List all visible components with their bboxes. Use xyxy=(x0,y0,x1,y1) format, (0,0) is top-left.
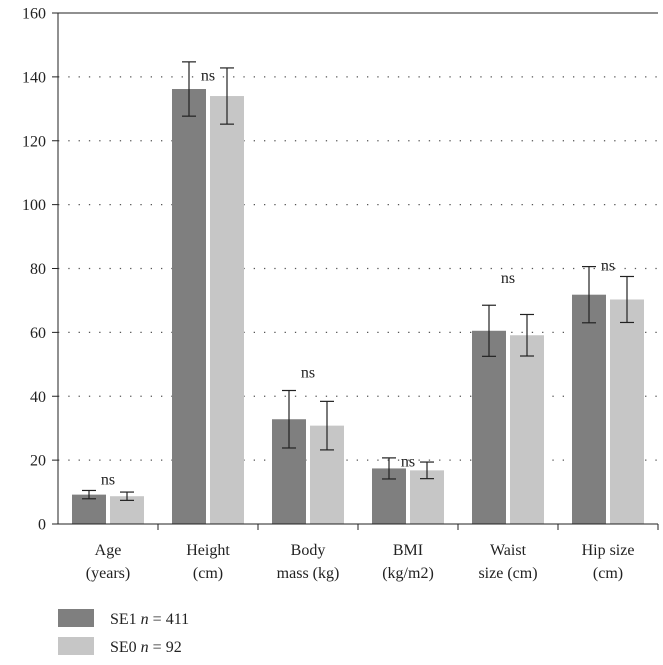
bar xyxy=(210,96,244,524)
significance-label: ns xyxy=(201,67,215,84)
y-tick-label: 160 xyxy=(22,6,46,23)
bar xyxy=(472,330,506,524)
category-label-line: (kg/m2) xyxy=(382,565,434,582)
significance-label: ns xyxy=(501,270,515,287)
significance-label: ns xyxy=(301,364,315,381)
legend-swatch xyxy=(58,609,94,627)
category-label-line: (cm) xyxy=(593,565,623,582)
category-label-line: Height xyxy=(186,542,230,559)
significance-label: ns xyxy=(101,471,115,488)
significance-labels: ns ns ns ns ns ns xyxy=(101,67,615,488)
category-label: Waist size (cm) xyxy=(478,542,537,582)
bar xyxy=(410,470,444,524)
legend-prefix: SE0 xyxy=(110,639,141,656)
category-label-line: (years) xyxy=(86,565,130,582)
legend-n-value: = 92 xyxy=(149,639,182,656)
y-tick-label: 20 xyxy=(30,453,46,470)
legend-n-symbol: n xyxy=(141,639,149,656)
y-tick-label: 140 xyxy=(22,69,46,86)
category-label-line: mass (kg) xyxy=(277,565,340,582)
category-label: Hip size (cm) xyxy=(582,542,635,582)
axes xyxy=(52,12,659,530)
y-tick-label: 40 xyxy=(30,389,46,406)
category-label: Body mass (kg) xyxy=(277,542,340,582)
category-label-line: Age xyxy=(95,542,122,559)
bar xyxy=(172,89,206,524)
category-label: Height (cm) xyxy=(186,542,230,582)
error-bars xyxy=(82,61,634,501)
legend-n-symbol: n xyxy=(141,611,149,628)
y-tick-label: 60 xyxy=(30,325,46,342)
bar xyxy=(572,294,606,524)
bar xyxy=(610,299,644,524)
significance-label: ns xyxy=(601,257,615,274)
grid-lines xyxy=(58,76,658,461)
y-tick-label: 80 xyxy=(30,261,46,278)
category-label-line: Waist xyxy=(490,542,527,559)
legend-label: SE1 n = 411 xyxy=(110,611,189,628)
category-label-line: (cm) xyxy=(193,565,223,582)
legend-n-value: = 411 xyxy=(149,611,189,628)
legend-label: SE0 n = 92 xyxy=(110,639,182,656)
category-labels: Age (years) Height (cm) Body mass (kg) BMI (kg/… xyxy=(86,542,635,582)
category-label: BMI (kg/m2) xyxy=(382,542,434,582)
category-label-line: size (cm) xyxy=(478,565,537,582)
legend-swatch xyxy=(58,637,94,655)
significance-label: ns xyxy=(401,454,415,471)
category-label-line: BMI xyxy=(393,542,423,559)
legend: SE1 n = 411 SE0 n = 92 xyxy=(58,609,189,656)
category-label-line: Hip size xyxy=(582,542,635,559)
y-tick-labels: 0 20 40 60 80 100 120 140 160 xyxy=(22,6,46,534)
category-label-line: Body xyxy=(291,542,326,559)
bar xyxy=(510,335,544,524)
y-tick-label: 0 xyxy=(38,517,46,534)
y-tick-label: 120 xyxy=(22,133,46,150)
legend-prefix: SE1 xyxy=(110,611,141,628)
y-tick-label: 100 xyxy=(22,197,46,214)
bar xyxy=(72,494,106,524)
category-label: Age (years) xyxy=(86,542,130,582)
bars xyxy=(72,89,644,524)
